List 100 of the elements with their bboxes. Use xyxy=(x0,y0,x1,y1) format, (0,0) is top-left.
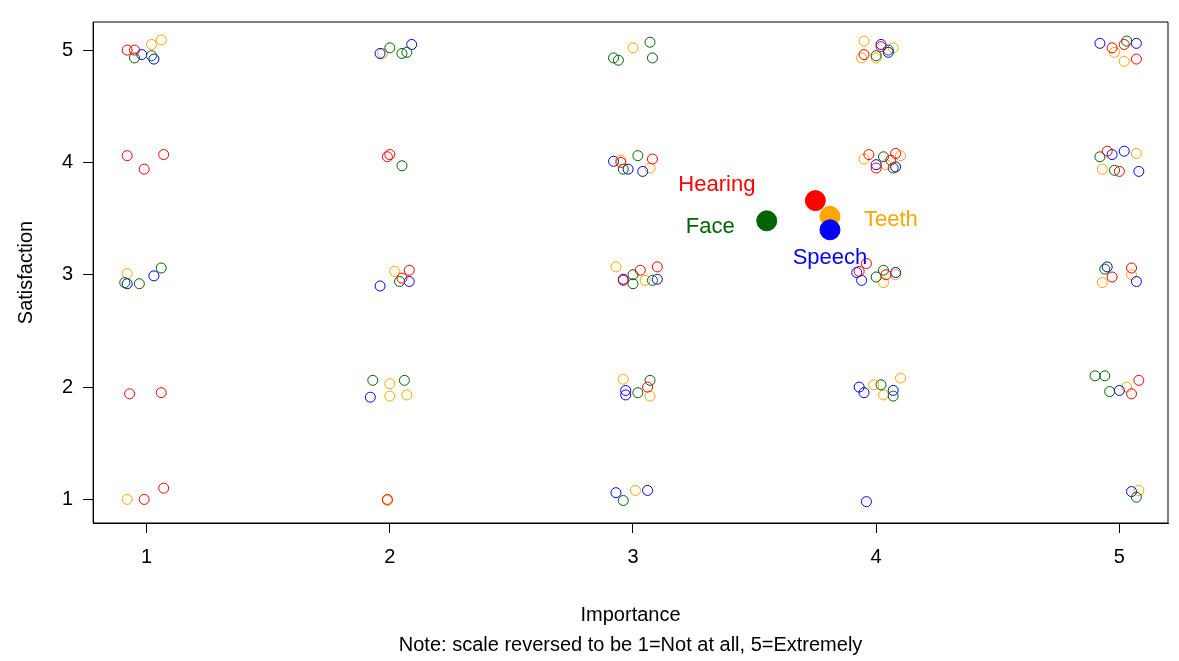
point xyxy=(890,147,902,159)
point xyxy=(895,372,906,384)
point xyxy=(856,274,868,286)
point xyxy=(138,163,150,175)
point xyxy=(646,153,658,165)
point xyxy=(121,150,133,162)
point xyxy=(148,270,160,282)
point xyxy=(1126,388,1138,400)
point xyxy=(136,49,148,61)
point xyxy=(1094,151,1106,163)
point xyxy=(1126,269,1138,281)
point xyxy=(627,42,639,54)
point xyxy=(145,38,157,50)
series-label: Face xyxy=(685,212,735,238)
point xyxy=(364,391,376,403)
point xyxy=(637,165,649,177)
point xyxy=(877,151,889,163)
point xyxy=(870,271,882,283)
point xyxy=(389,265,401,277)
point xyxy=(877,264,889,276)
point xyxy=(858,387,870,399)
x-tick-label: 3 xyxy=(627,544,639,567)
point xyxy=(398,374,410,386)
point xyxy=(885,154,897,166)
point xyxy=(158,149,170,161)
y-tick-label: 3 xyxy=(62,262,74,285)
point xyxy=(1096,277,1108,289)
point xyxy=(155,387,167,399)
point xyxy=(819,219,841,241)
x-tick-label: 1 xyxy=(141,544,153,567)
point xyxy=(121,44,133,56)
point xyxy=(622,163,634,175)
point xyxy=(121,493,133,505)
point xyxy=(124,388,136,400)
point xyxy=(1089,370,1101,382)
y-tick-label: 1 xyxy=(62,486,74,509)
point xyxy=(155,262,167,274)
x-tick-label: 5 xyxy=(1113,544,1125,567)
point xyxy=(133,278,145,290)
point xyxy=(612,54,624,66)
series-label: Speech xyxy=(792,243,868,269)
point xyxy=(1130,491,1142,503)
point xyxy=(1121,381,1133,393)
point xyxy=(627,278,639,290)
point xyxy=(1133,374,1145,386)
point xyxy=(875,379,887,391)
point xyxy=(1109,164,1120,176)
point xyxy=(756,210,778,232)
point xyxy=(1104,386,1116,398)
point xyxy=(608,155,620,167)
point xyxy=(634,264,646,276)
y-axis-title: Satisfaction xyxy=(13,220,36,325)
point xyxy=(1099,370,1111,382)
point xyxy=(384,390,396,402)
y-tick-label: 2 xyxy=(62,374,74,397)
point xyxy=(627,269,639,281)
point xyxy=(1126,486,1138,498)
point xyxy=(610,261,622,273)
point xyxy=(1130,37,1142,49)
point xyxy=(804,190,826,212)
x-tick-label: 4 xyxy=(870,544,882,567)
point xyxy=(877,277,889,289)
point xyxy=(1101,145,1113,157)
point xyxy=(629,484,641,496)
point xyxy=(1106,271,1118,283)
text: Note: scale reversed to be 1=Not at all, 5=Extremely xyxy=(398,632,863,655)
point xyxy=(644,162,656,174)
point xyxy=(406,38,418,50)
point xyxy=(1130,275,1142,287)
point xyxy=(1130,147,1142,159)
point xyxy=(644,36,656,48)
point xyxy=(644,374,656,386)
point xyxy=(887,384,899,396)
point xyxy=(367,374,379,386)
point xyxy=(880,159,892,171)
point xyxy=(401,389,413,401)
point xyxy=(1133,165,1145,177)
point xyxy=(895,150,906,162)
point xyxy=(632,150,644,162)
point xyxy=(610,487,622,499)
point xyxy=(644,390,656,402)
point xyxy=(868,379,880,391)
point xyxy=(887,390,899,402)
point xyxy=(396,160,408,172)
x-axis-title: Importance xyxy=(580,602,681,625)
point xyxy=(620,389,632,401)
point xyxy=(403,275,415,287)
point xyxy=(138,493,150,505)
point xyxy=(1113,165,1125,177)
point xyxy=(858,35,870,47)
point xyxy=(374,280,386,292)
series-label: Teeth xyxy=(863,206,918,232)
point xyxy=(155,34,167,46)
point xyxy=(403,264,415,276)
point xyxy=(121,268,133,280)
point xyxy=(617,163,629,175)
point xyxy=(620,384,632,396)
point xyxy=(1118,145,1130,157)
point xyxy=(1109,46,1120,58)
point xyxy=(632,387,644,399)
